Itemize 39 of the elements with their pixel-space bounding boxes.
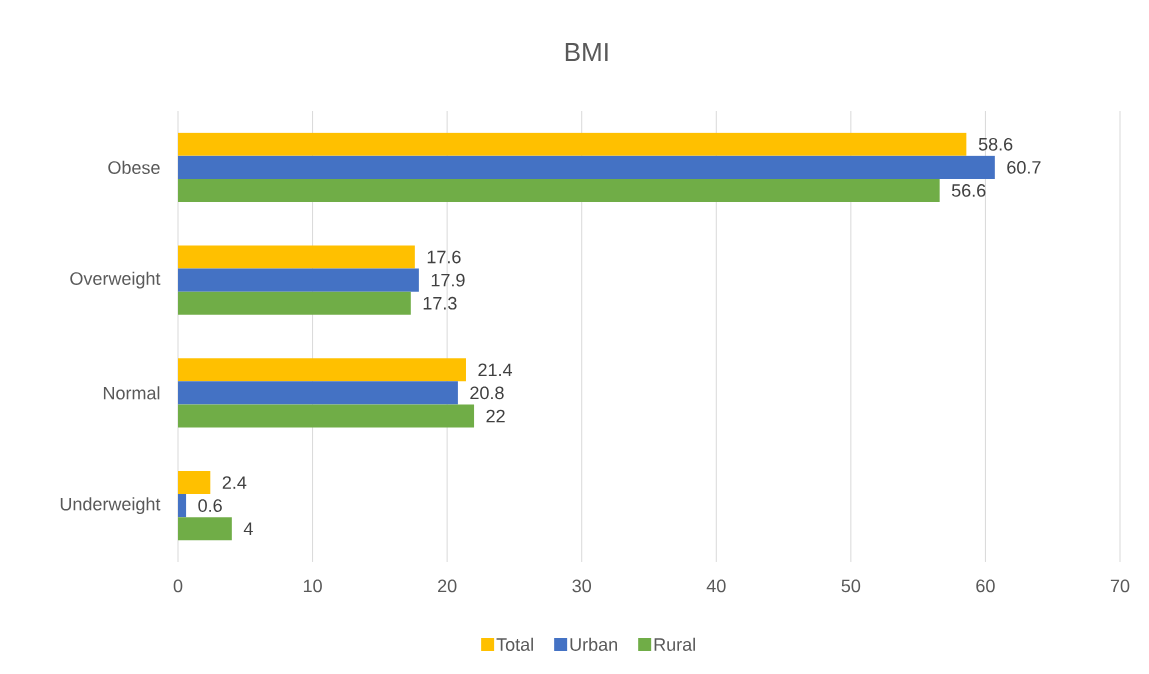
bar: [178, 404, 475, 428]
data-label: 60.7: [1007, 160, 1041, 174]
bar: [178, 291, 411, 315]
bar: [178, 245, 415, 269]
x-tick-label: 40: [706, 579, 726, 593]
x-tick-label: 20: [438, 579, 457, 593]
bar: [178, 381, 458, 405]
bar: [178, 470, 211, 495]
data-label: 20.8: [470, 386, 504, 400]
legend-label: Rural: [654, 637, 695, 651]
legend-label: Urban: [570, 637, 617, 651]
x-tick-label: 60: [976, 579, 995, 593]
data-label: 4: [243, 522, 253, 535]
y-tick-label: Normal: [103, 386, 160, 400]
data-label: 0.6: [198, 499, 222, 512]
bar: [178, 268, 419, 292]
bar: [178, 358, 466, 382]
bar: [178, 155, 995, 179]
data-label: 21.4: [478, 363, 513, 377]
x-tick-label: 0: [173, 579, 183, 593]
y-tick-label: Obese: [108, 160, 160, 174]
x-tick-label: 70: [1110, 579, 1130, 593]
legend-label: Total: [496, 637, 533, 651]
data-label: 56.6: [951, 184, 986, 197]
x-tick-label: 10: [303, 579, 322, 593]
bar: [178, 178, 940, 203]
data-label: 2.4: [222, 476, 247, 489]
y-tick-label: Underweight: [60, 497, 161, 514]
x-tick-label: 50: [841, 579, 861, 593]
data-label: 58.6: [978, 137, 1013, 151]
bar: [178, 132, 967, 156]
data-label: 22: [486, 409, 505, 423]
y-tick-label: Overweight: [70, 271, 161, 289]
data-label: 17.9: [431, 273, 465, 287]
data-label: 17.6: [427, 250, 461, 264]
bar: [178, 517, 232, 541]
data-label: 17.3: [423, 296, 457, 310]
x-tick-label: 30: [572, 579, 592, 593]
chart-title: BMI: [565, 43, 608, 61]
